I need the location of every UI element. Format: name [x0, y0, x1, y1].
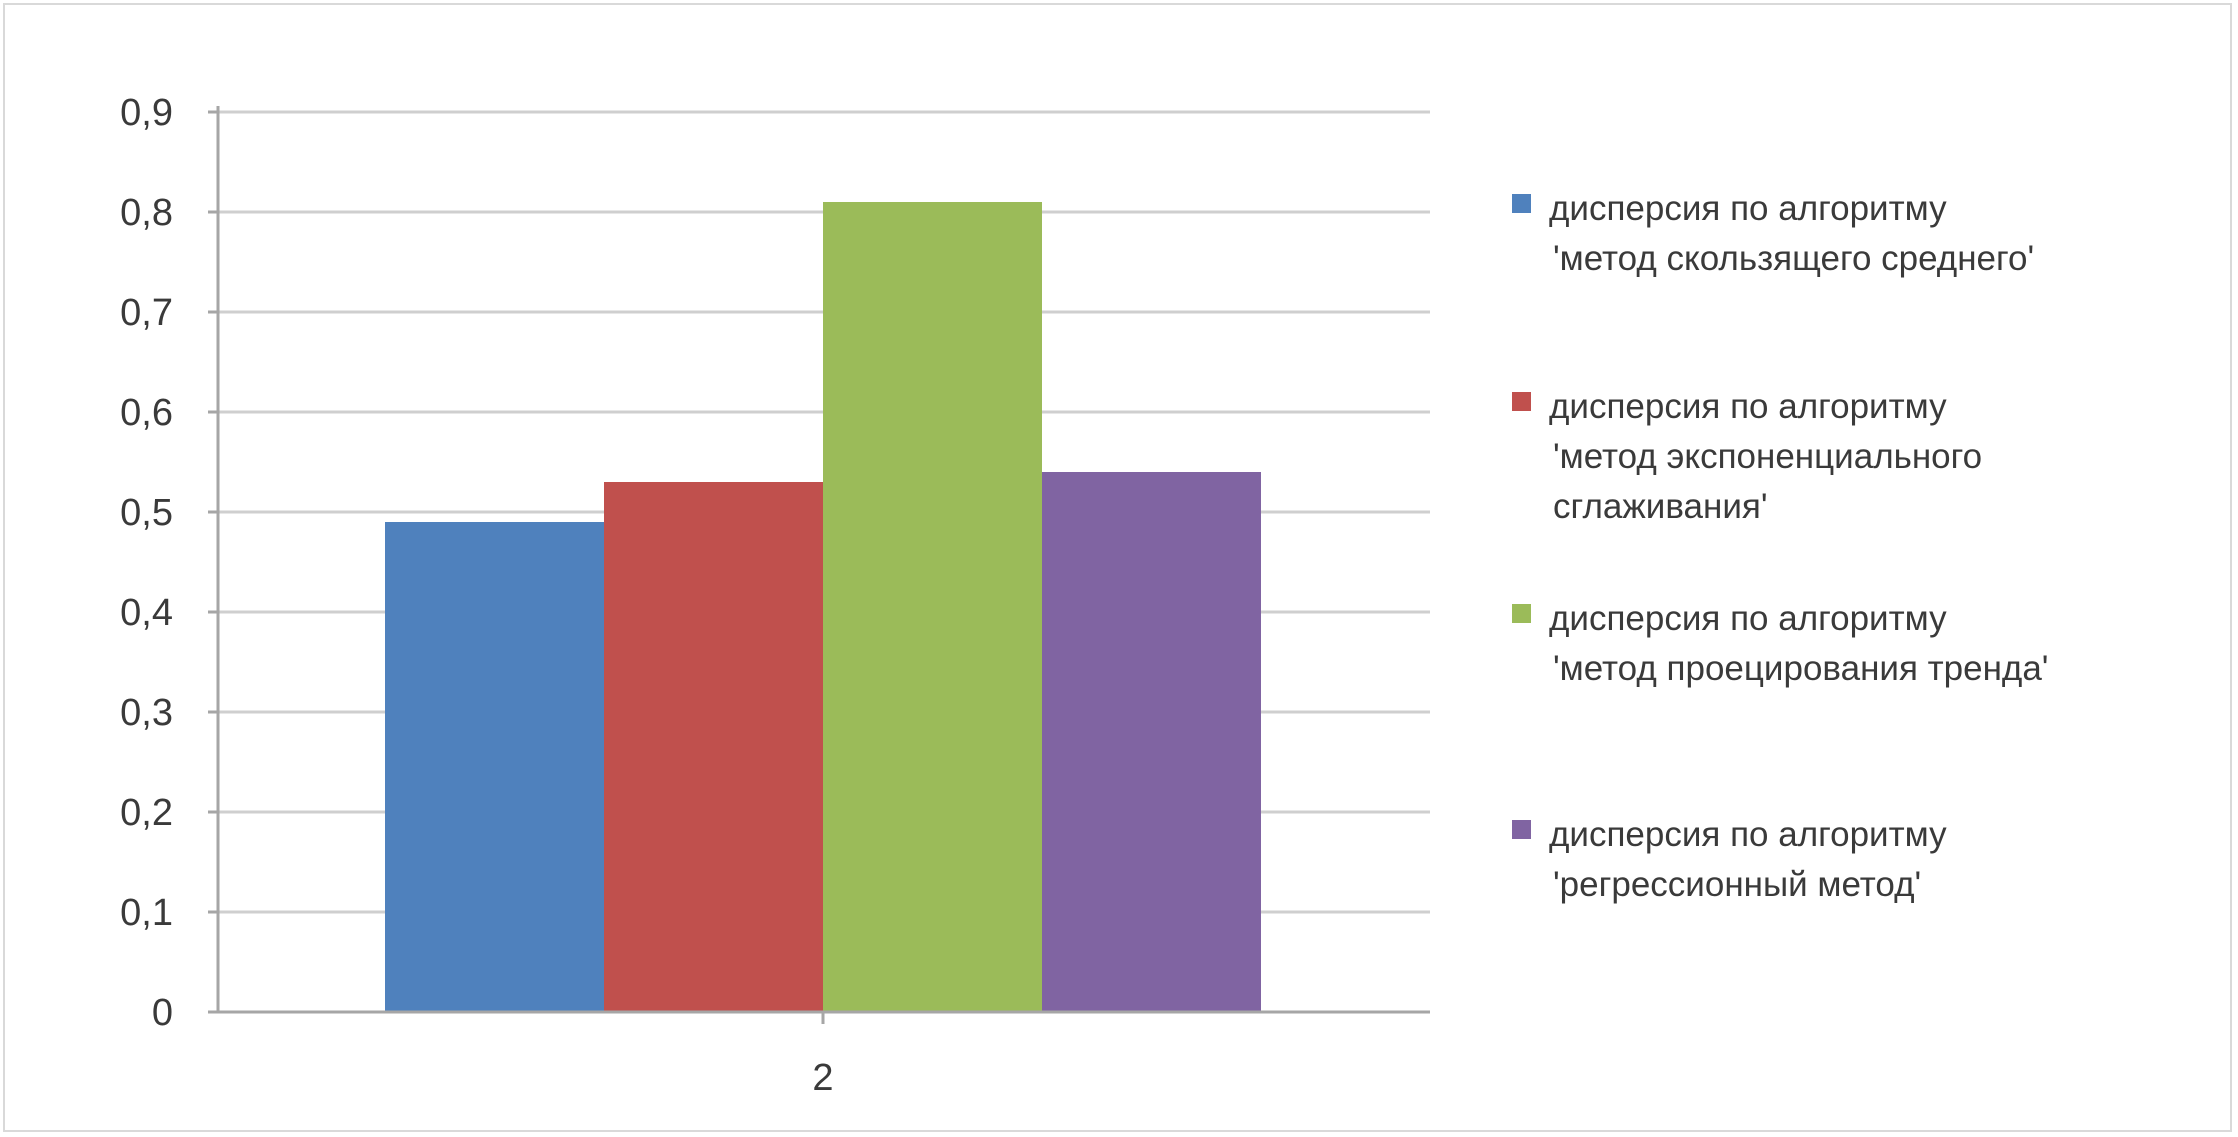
legend-item-3[interactable]: дисперсия по алгоритму 'метод проецирован…	[1512, 599, 2049, 688]
legend-item-2[interactable]: дисперсия по алгоритму 'метод экспоненциа…	[1512, 387, 1982, 526]
y-tick-label: 0,4	[120, 592, 173, 634]
bar-series-3	[823, 202, 1042, 1012]
y-tick-label: 0,7	[120, 292, 173, 334]
legend-label: сглаживания'	[1553, 487, 1768, 526]
y-tick-label: 0	[152, 992, 173, 1034]
legend-label: дисперсия по алгоритму	[1549, 599, 1947, 638]
legend-swatch	[1512, 392, 1531, 411]
legend-label: дисперсия по алгоритму	[1549, 815, 1947, 854]
legend-item-1[interactable]: дисперсия по алгоритму 'метод скользящего…	[1512, 189, 2034, 278]
legend-swatch	[1512, 820, 1531, 839]
x-tick-label: 2	[812, 1057, 833, 1099]
legend-label: 'метод экспоненциального	[1553, 437, 1982, 476]
y-tick-label: 0,3	[120, 692, 173, 734]
legend-label: дисперсия по алгоритму	[1549, 387, 1947, 426]
legend-label: 'метод скользящего среднего'	[1553, 239, 2034, 278]
y-tick-label: 0,5	[120, 492, 173, 534]
legend-item-4[interactable]: дисперсия по алгоритму 'регрессионный мет…	[1512, 815, 1947, 904]
bars	[385, 202, 1261, 1012]
legend-swatch	[1512, 194, 1531, 213]
bar-series-1	[385, 522, 604, 1012]
y-tick-label: 0,2	[120, 792, 173, 834]
y-tick-label: 0,6	[120, 392, 173, 434]
legend[interactable]: дисперсия по алгоритму 'метод скользящего…	[1512, 189, 2049, 904]
legend-label: дисперсия по алгоритму	[1549, 189, 1947, 228]
bar-series-4	[1042, 472, 1261, 1012]
y-tick-label: 0,1	[120, 892, 173, 934]
legend-swatch	[1512, 604, 1531, 623]
y-tick-label: 0,9	[120, 92, 173, 134]
legend-label: 'метод проецирования тренда'	[1553, 649, 2049, 688]
bar-series-2	[604, 482, 823, 1012]
y-tick-label: 0,8	[120, 192, 173, 234]
axes: 0 0,1 0,2 0,3 0,4 0,5 0,6 0,7 0,8 0,9 2	[120, 92, 1430, 1099]
legend-label: 'регрессионный метод'	[1553, 865, 1921, 904]
